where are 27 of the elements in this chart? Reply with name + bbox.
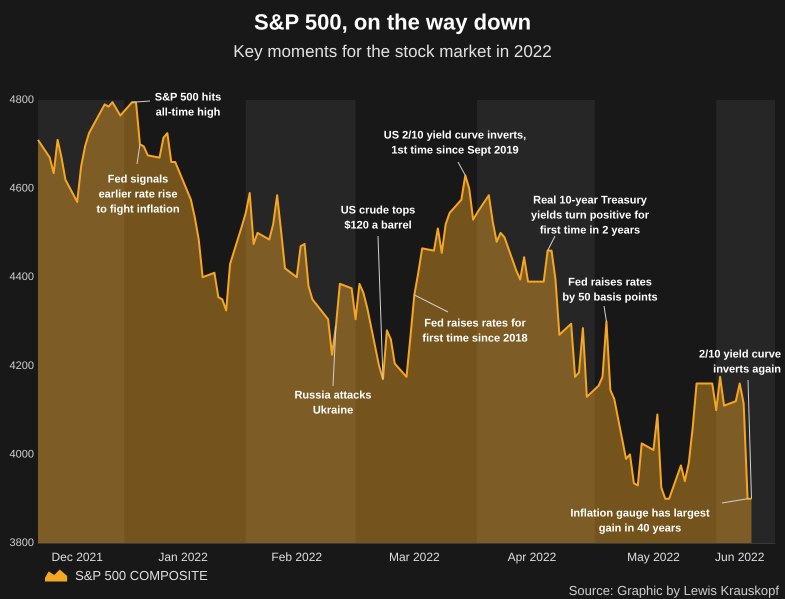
y-tick-label: 3800 — [10, 537, 34, 549]
legend-label: S&P 500 COMPOSITE — [75, 568, 208, 583]
annotation: Inflation gauge has largest gain in 40 years — [570, 508, 710, 534]
annotation: Russia attacks Ukraine — [294, 390, 372, 416]
y-tick-label: 4400 — [10, 271, 34, 284]
source-note: Source: Graphic by Lewis Krauskopf — [568, 583, 780, 598]
annotation: Real 10-year Treasury yields turn positive for first time in 2 years — [531, 194, 650, 236]
x-tick-label: Mar 2022 — [388, 550, 440, 564]
x-tick-label: Feb 2022 — [271, 550, 322, 564]
annotation: US crude tops $120 a barrel — [340, 204, 416, 232]
x-tick-label: Jun 2022 — [715, 550, 765, 564]
annotation: Fed raises rates by 50 basis points — [562, 276, 658, 304]
y-tick-label: 4800 — [10, 94, 34, 106]
annotation: US 2/10 yield curve inverts, 1st time since Sept 2019 — [384, 130, 526, 156]
annotation: Fed signals earlier rate rise to fight inflation — [96, 174, 180, 216]
x-tick-label: Apr 2022 — [508, 550, 557, 564]
y-tick-label: 4000 — [10, 448, 34, 460]
chart-subtitle: Key moments for the stock market in 2022 — [233, 42, 552, 61]
y-tick-label: 4600 — [10, 182, 34, 195]
annotation: 2/10 yield curve inverts again — [699, 348, 782, 376]
annotation: S&P 500 hits all-time high — [154, 92, 222, 118]
x-tick-label: May 2022 — [627, 550, 680, 564]
y-tick-label: 4200 — [10, 360, 34, 372]
chart-title: S&P 500, on the way down — [254, 10, 532, 34]
annotation: Fed raises rates for first time since 2018 — [422, 318, 528, 344]
x-tick-label: Dec 2021 — [52, 550, 104, 564]
x-tick-label: Jan 2022 — [158, 550, 208, 564]
